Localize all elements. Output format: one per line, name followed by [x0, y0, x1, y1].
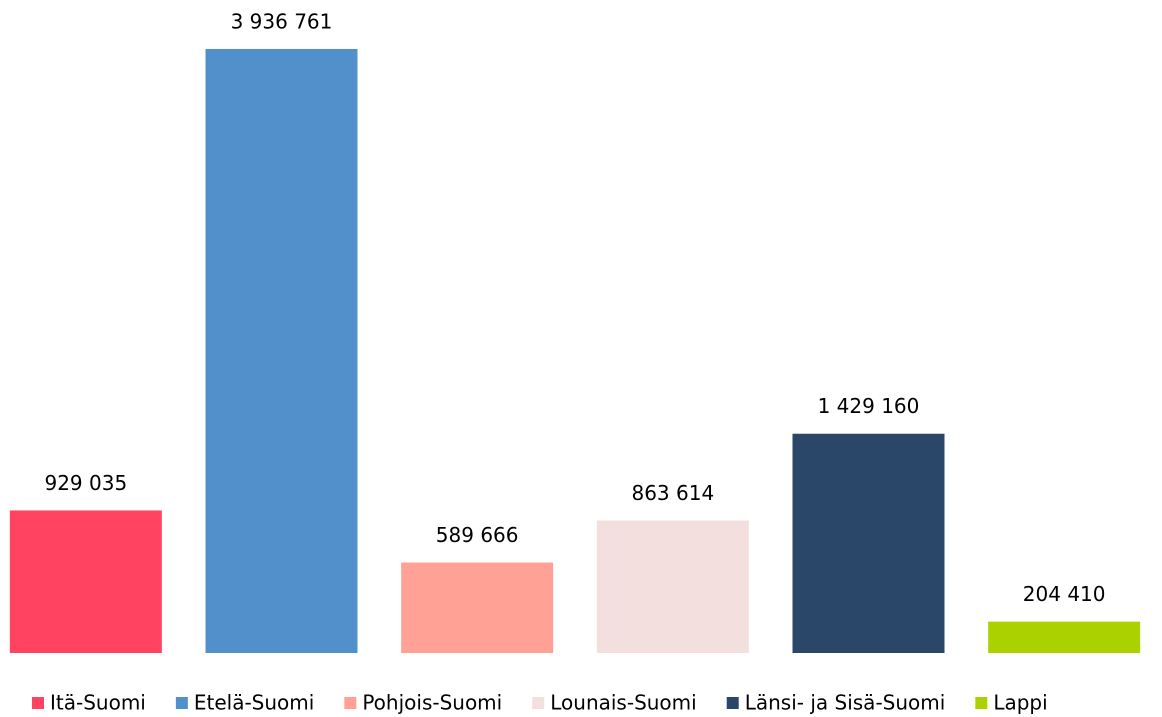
legend-label: Itä-Suomi [50, 691, 146, 715]
legend-swatch [532, 697, 545, 709]
data-label: 929 035 [44, 471, 127, 495]
legend-swatch [975, 697, 988, 709]
data-label: 3 936 761 [231, 10, 333, 34]
bar [792, 433, 945, 653]
legend-swatch [344, 697, 357, 709]
legend-label: Etelä-Suomi [194, 691, 314, 715]
bar [9, 510, 162, 653]
legend-label: Lounais-Suomi [550, 691, 696, 715]
bar [988, 621, 1141, 653]
data-label: 589 666 [436, 523, 519, 547]
bar [205, 49, 358, 653]
legend-swatch [32, 697, 44, 709]
legend-label: Lappi [993, 691, 1047, 715]
legend-swatch [726, 697, 739, 709]
bar [596, 520, 749, 653]
data-label: 863 614 [631, 481, 714, 505]
legend-label: Pohjois-Suomi [362, 691, 502, 715]
legend-label: Länsi- ja Sisä-Suomi [745, 691, 946, 715]
data-label: 204 410 [1023, 582, 1106, 606]
bar [401, 562, 554, 653]
data-label: 1 429 160 [818, 394, 920, 418]
legend-swatch [175, 697, 188, 709]
